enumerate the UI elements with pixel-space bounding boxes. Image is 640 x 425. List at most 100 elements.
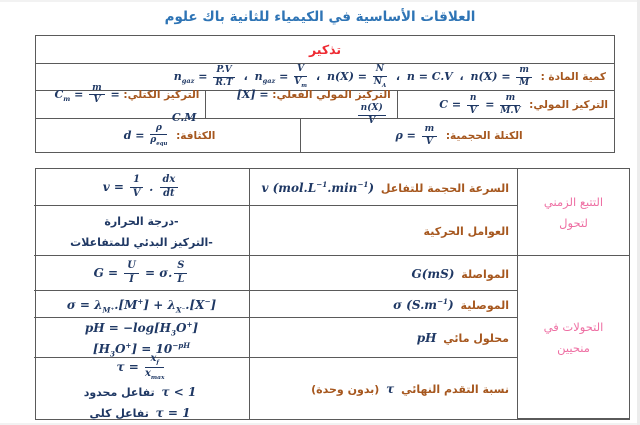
arabic-label: التركيز الكتلي:	[119, 88, 200, 101]
text-line: التركيز المولي الفعلي: [X] = n(X) V	[212, 83, 391, 127]
text-line: منحيين	[557, 337, 590, 358]
subscript: gaz	[262, 77, 276, 86]
subscript: X⁻	[175, 304, 186, 314]
arabic-label: نسبة التقدم النهائي	[397, 383, 509, 397]
fraction: N NA	[372, 64, 388, 89]
superscript: +	[137, 296, 144, 306]
math-expression: σ = λM⁺.[M+] + λX⁻.[X−]	[66, 296, 217, 314]
fraction-denominator: NA	[373, 76, 387, 89]
text-line: [H3O+] = 10−pH	[42, 338, 241, 359]
math-expression: τ < 1	[161, 385, 197, 400]
fraction-numerator: xf	[145, 353, 165, 369]
math-expression: τ = 1	[155, 406, 191, 421]
arabic-label: محلول مائي	[439, 332, 509, 346]
fraction-numerator: dx	[159, 174, 179, 188]
note-text: -التركيز البدئي للمتفاعلات	[70, 235, 213, 249]
subscript: M⁺	[102, 304, 115, 314]
text-line: لتحول	[559, 212, 588, 233]
math-expression: pH = −log[H3O+]	[84, 319, 199, 338]
text-line: نسبة التقدم النهائي τ (بدون وحدة)	[258, 378, 509, 399]
category-two-direction-transformations: التحولات في منحيين	[517, 256, 629, 419]
final-progress-formula-cell: τ = xf xmax τ < 1 تفاعل محدود τ = 1 تفاعل ك…	[34, 353, 249, 420]
math-expression: G(mS)	[411, 266, 455, 281]
fraction-denominator: L	[177, 273, 185, 285]
fraction-numerator: N	[372, 64, 388, 77]
fraction-numerator: m	[516, 65, 532, 78]
note-text: ،	[312, 70, 324, 84]
reminder-header-text: تذكير	[308, 42, 342, 57]
fraction-denominator: dt	[163, 187, 175, 199]
subscript: 3	[170, 328, 176, 338]
superscript: +	[125, 340, 132, 350]
subscript: equ	[156, 140, 168, 147]
fraction-numerator: P.V	[213, 65, 235, 78]
fraction-numerator: m	[500, 93, 521, 106]
category-text: التحولات في	[543, 320, 604, 335]
math-expression: [H3O+] = 10−pH	[92, 340, 191, 358]
text-line: العوامل الحركية	[258, 220, 509, 241]
superscript: −1	[436, 296, 449, 306]
text-line: التحولات في	[544, 316, 604, 337]
note-text: ،	[392, 70, 404, 84]
text-line: -درجة الحرارة	[42, 210, 241, 231]
conductivity-label-cell: الموصلية σ (S.m−1)	[249, 291, 517, 318]
fraction-numerator: 1	[130, 174, 143, 188]
text-line: -التركيز البدئي للمتفاعلات	[42, 231, 241, 252]
fraction-numerator: U	[124, 260, 139, 274]
math-expression: σ (S.m−1)	[393, 296, 454, 312]
text-line: المواصلة G(mS)	[258, 263, 509, 284]
fraction-numerator: V	[294, 64, 308, 77]
arabic-label: المواصلة	[457, 267, 509, 281]
arabic-label: كمية المادة :	[536, 71, 606, 84]
arabic-label: العوامل الحركية	[423, 225, 509, 239]
superscript: −pH	[172, 340, 191, 350]
arabic-label: الكثافة:	[172, 129, 216, 142]
math-expression: τ	[386, 382, 395, 397]
arabic-label: (بدون وحدة)	[311, 383, 384, 397]
page-title: العلاقات الأساسية في الكيمياء للثانية با…	[164, 9, 476, 25]
kinetic-factors-label-cell: العوامل الحركية	[249, 206, 517, 256]
note-text: تفاعل كلي	[89, 407, 153, 421]
fraction-denominator: V	[469, 105, 477, 116]
note-text: ،	[455, 70, 468, 84]
text-line: σ = λM⁺.[M+] + λX⁻.[X−]	[42, 294, 241, 315]
text-line: محلول مائي pH	[258, 327, 509, 348]
fraction-denominator: Vm	[294, 76, 307, 89]
fraction-denominator: R.T	[215, 77, 233, 88]
subscript: f	[156, 359, 159, 367]
fraction: P.V R.T	[213, 65, 235, 88]
fraction-denominator: V	[425, 136, 433, 147]
superscript: −1	[316, 179, 328, 189]
category-temporal-tracking: التتبع الزمني لتحول	[517, 169, 629, 256]
category-text: منحيين	[557, 341, 590, 355]
ph-label-cell: محلول مائي pH	[249, 318, 517, 358]
main-table: التتبع الزمني لتحول التحولات في منحيين الس…	[34, 168, 630, 420]
fraction-denominator: V	[132, 187, 141, 199]
math-expression: [X] = n(X) V	[237, 88, 388, 126]
subscript: m	[301, 82, 307, 89]
conductivity-formula-cell: σ = λM⁺.[M+] + λX⁻.[X−]	[34, 291, 249, 318]
math-expression: d = ρ ρequ	[123, 122, 168, 147]
text-line: τ = 1 تفاعل كلي	[42, 402, 241, 423]
fraction: n(X) V	[357, 104, 386, 126]
text-line: τ < 1 تفاعل محدود	[42, 381, 241, 402]
